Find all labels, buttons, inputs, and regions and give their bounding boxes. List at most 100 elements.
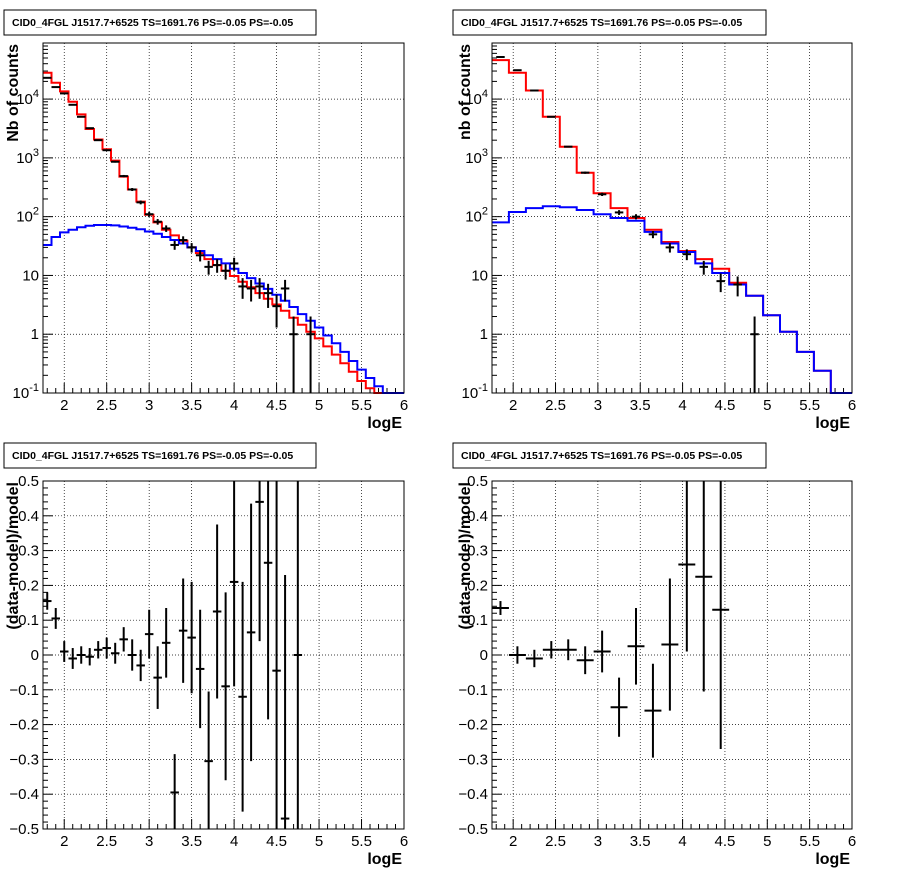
- plot-title: CID0_4FGL J1517.7+6525 TS=1691.76 PS=-0.…: [461, 450, 742, 462]
- data-point: [144, 609, 154, 659]
- x-tick-label: 2: [509, 833, 517, 850]
- data-point: [119, 627, 128, 652]
- x-tick-label: 2: [509, 397, 517, 414]
- title-box: [3, 442, 317, 469]
- panel-3: CID0_4FGL J1517.7+6525 TS=1691.76 PS=-0.…: [3, 442, 408, 868]
- data-point: [119, 174, 128, 178]
- data-point: [508, 646, 526, 664]
- y-tick-label: 10-1: [462, 382, 488, 402]
- data-point: [161, 225, 171, 232]
- data-point: [678, 481, 696, 652]
- data-point: [195, 609, 205, 729]
- data-point: [564, 145, 573, 148]
- y-tick-label: 0.2: [467, 577, 488, 594]
- data-point: [593, 630, 611, 673]
- y-axis-title: Nb of counts: [5, 44, 22, 142]
- x-tick-label: 5: [315, 397, 323, 414]
- plot-title: CID0_4FGL J1517.7+6525 TS=1691.76 PS=-0.…: [12, 450, 293, 462]
- data-point: [610, 677, 628, 737]
- y-tick-label: 0.2: [18, 577, 39, 594]
- data-point: [212, 524, 222, 699]
- y-tick-label: 0.4: [18, 508, 39, 525]
- y-tick-label: 0.3: [18, 543, 39, 560]
- y-tick-label: 104: [465, 88, 488, 108]
- data-point: [644, 663, 662, 758]
- x-tick-label: 2.5: [96, 397, 117, 414]
- data-points: [492, 481, 730, 758]
- data-point: [68, 103, 77, 106]
- data-point: [542, 641, 560, 659]
- data-point: [161, 608, 171, 678]
- data-point: [293, 481, 303, 829]
- x-tick-label: 2: [60, 833, 68, 850]
- x-tick-label: 4.5: [715, 833, 736, 850]
- y-tick-label: −0.3: [9, 751, 39, 768]
- data-point: [204, 691, 213, 829]
- data-point: [68, 648, 77, 669]
- x-axis-title: logE: [367, 851, 402, 868]
- data-point: [85, 648, 94, 666]
- data-point: [631, 214, 641, 220]
- title-box: [3, 9, 317, 36]
- data-point: [255, 481, 264, 642]
- data-point: [170, 240, 179, 250]
- x-tick-label: 6: [848, 833, 856, 850]
- x-tick-label: 4: [678, 397, 686, 414]
- data-point: [238, 581, 247, 812]
- plot-frame: [491, 480, 853, 830]
- grid: [492, 481, 852, 829]
- data-point: [525, 649, 543, 668]
- y-tick-label: 0.5: [467, 473, 488, 490]
- data-point: [76, 115, 86, 118]
- data-point: [272, 481, 281, 829]
- y-tick-label: 104: [16, 88, 39, 108]
- data-point: [43, 592, 52, 610]
- x-tick-label: 3.5: [630, 397, 651, 414]
- data-point: [195, 250, 205, 262]
- y-tick-label: −0.3: [458, 751, 488, 768]
- x-tick-label: 5.5: [351, 397, 372, 414]
- data-point: [576, 646, 594, 675]
- data-point: [492, 601, 509, 615]
- data-point: [110, 160, 120, 163]
- x-tick-label: 4.5: [266, 833, 287, 850]
- data-points: [43, 76, 315, 393]
- y-tick-label: 103: [16, 147, 39, 167]
- data-point: [597, 192, 607, 197]
- source-model-histogram: [43, 224, 404, 394]
- x-tick-label: 4: [230, 833, 238, 850]
- y-tick-label: −0.4: [9, 786, 39, 803]
- data-point: [580, 171, 590, 174]
- x-tick-label: 5.5: [799, 833, 820, 850]
- x-tick-label: 6: [400, 833, 408, 850]
- ticks: [492, 42, 853, 394]
- y-tick-label: −0.4: [458, 786, 488, 803]
- x-tick-label: 2.5: [545, 833, 566, 850]
- plot-frame: [42, 42, 405, 394]
- data-point: [127, 188, 137, 192]
- x-tick-label: 5.5: [799, 397, 820, 414]
- data-point: [750, 316, 759, 393]
- x-tick-label: 5: [763, 833, 771, 850]
- data-point: [178, 578, 188, 683]
- data-point: [153, 646, 162, 709]
- data-point: [229, 481, 239, 687]
- y-tick-label: 1: [31, 326, 39, 343]
- data-point: [246, 279, 256, 302]
- data-point: [627, 608, 645, 685]
- y-tick-label: 0: [31, 647, 39, 664]
- title-box: [452, 442, 767, 469]
- data-point: [712, 481, 730, 749]
- x-axis-title: logE: [367, 415, 402, 432]
- data-point: [76, 646, 86, 664]
- data-point: [85, 127, 94, 130]
- x-tick-label: 3.5: [181, 833, 202, 850]
- x-axis-title: logE: [815, 851, 850, 868]
- data-point: [648, 231, 658, 239]
- x-tick-label: 4.5: [266, 397, 287, 414]
- x-tick-label: 5: [315, 833, 323, 850]
- data-point: [289, 316, 298, 393]
- data-point: [682, 249, 692, 261]
